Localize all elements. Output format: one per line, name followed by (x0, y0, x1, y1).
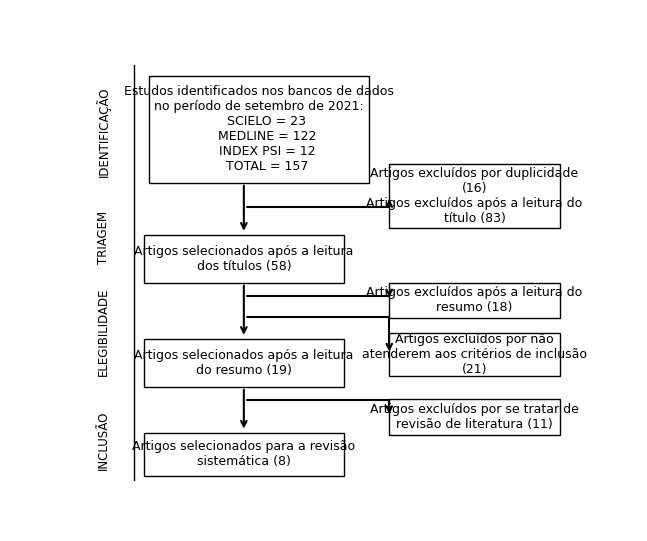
Text: Artigos selecionados após a leitura
do resumo (19): Artigos selecionados após a leitura do r… (134, 349, 353, 377)
FancyBboxPatch shape (389, 282, 560, 318)
FancyBboxPatch shape (389, 333, 560, 377)
Text: Artigos selecionados para a revisão
sistemática (8): Artigos selecionados para a revisão sist… (132, 440, 355, 469)
FancyBboxPatch shape (144, 235, 344, 282)
Text: Artigos excluídos por duplicidade
(16)
Artigos excluídos após a leitura do
títul: Artigos excluídos por duplicidade (16) A… (366, 167, 582, 225)
FancyBboxPatch shape (389, 164, 560, 228)
Text: Artigos excluídos por não
atenderem aos critérios de inclusão
(21): Artigos excluídos por não atenderem aos … (362, 333, 587, 376)
Text: IDENTIFICAÇÃO: IDENTIFICAÇÃO (96, 87, 111, 177)
FancyBboxPatch shape (144, 339, 344, 387)
Text: TRIAGEM: TRIAGEM (97, 211, 110, 265)
Text: ELEGIBILIDADE: ELEGIBILIDADE (97, 287, 110, 376)
Text: INCLUSÃO: INCLUSÃO (97, 410, 110, 470)
Text: Artigos excluídos após a leitura do
resumo (18): Artigos excluídos após a leitura do resu… (366, 286, 582, 314)
Text: Estudos identificados nos bancos de dados
no período de setembro de 2021:
    SC: Estudos identificados nos bancos de dado… (124, 85, 394, 174)
Text: Artigos selecionados após a leitura
dos títulos (58): Artigos selecionados após a leitura dos … (134, 245, 353, 273)
Text: Artigos excluídos por se tratar de
revisão de literatura (11): Artigos excluídos por se tratar de revis… (370, 403, 579, 431)
FancyBboxPatch shape (144, 433, 344, 476)
FancyBboxPatch shape (389, 399, 560, 434)
FancyBboxPatch shape (149, 76, 369, 183)
